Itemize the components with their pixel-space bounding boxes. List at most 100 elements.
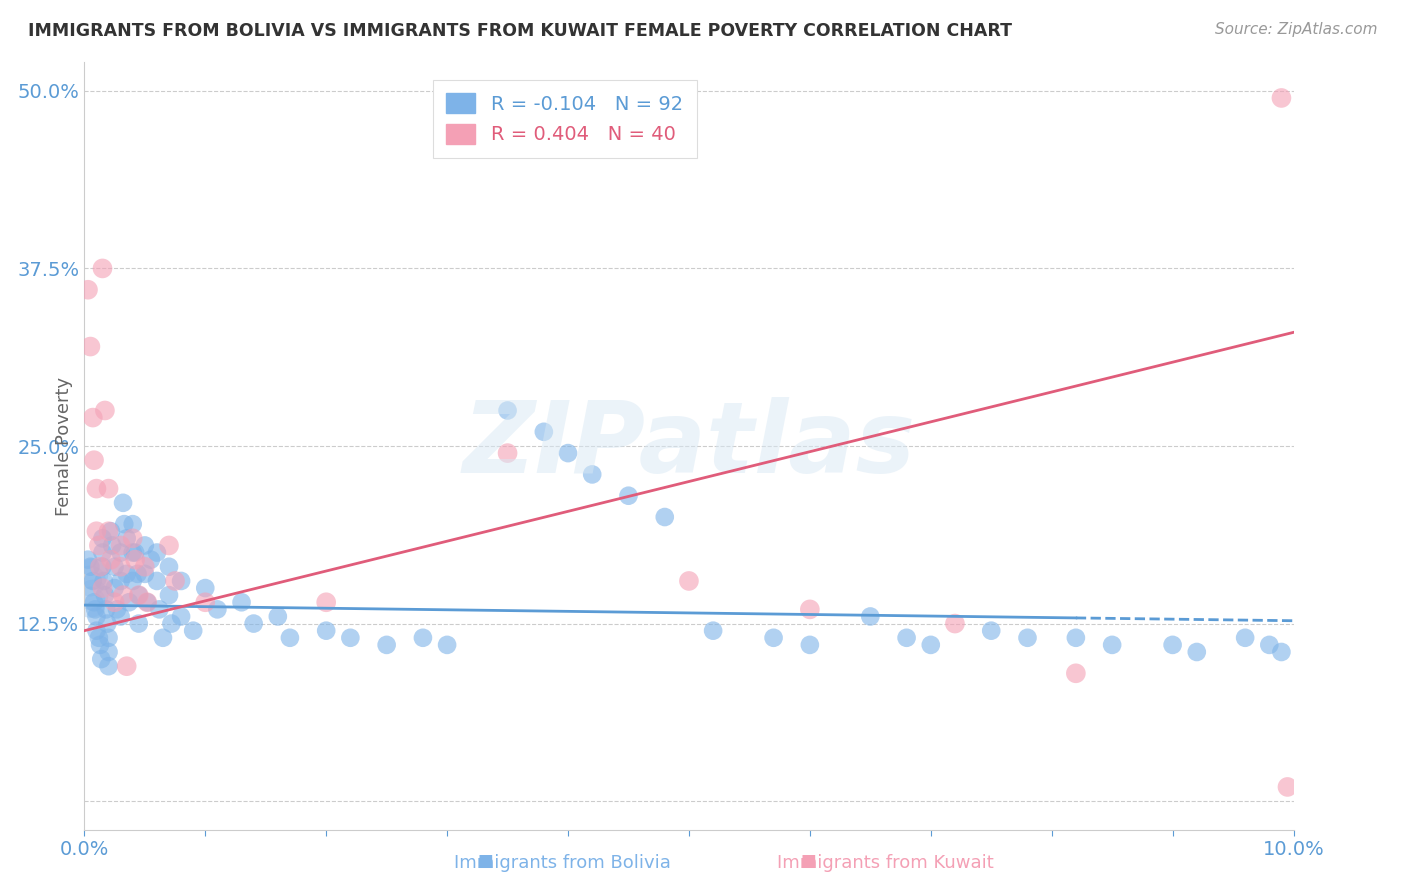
Point [91,545,114,559]
Point [1270,91,1292,105]
Text: ZIPatlas: ZIPatlas [463,398,915,494]
Point [678,574,700,588]
Point [93,574,115,588]
Point [84,602,107,616]
Point [654,510,676,524]
Point [278,631,301,645]
Point [115,532,138,546]
Point [1161,638,1184,652]
Y-axis label: Female Poverty: Female Poverty [55,376,73,516]
Point [315,595,337,609]
Point [86,609,108,624]
Point [1277,780,1299,794]
Point [896,631,918,645]
Point [496,403,519,417]
Point [128,588,150,602]
Point [375,638,398,652]
Point [1101,638,1123,652]
Point [82,566,104,581]
Point [104,595,127,609]
Point [86,482,108,496]
Point [112,517,135,532]
Point [87,631,110,645]
Point [79,559,101,574]
Point [124,545,146,559]
Point [267,609,290,624]
Point [1234,631,1257,645]
Point [86,624,108,638]
Point [100,524,122,539]
Point [412,631,434,645]
Point [436,638,458,652]
Point [83,595,105,609]
Point [157,538,180,552]
Point [157,588,180,602]
Point [97,645,120,659]
Point [139,552,162,566]
Point [339,631,361,645]
Text: ■: ■ [477,852,494,870]
Point [1064,666,1087,681]
Point [90,652,112,666]
Point [231,595,253,609]
Point [128,616,150,631]
Point [91,261,114,276]
Point [112,588,135,602]
Text: Source: ZipAtlas.com: Source: ZipAtlas.com [1215,22,1378,37]
Legend: R = -0.104   N = 92, R = 0.404   N = 40: R = -0.104 N = 92, R = 0.404 N = 40 [433,79,697,158]
Point [104,581,127,595]
Point [79,595,101,609]
Point [165,574,187,588]
Point [194,581,217,595]
Point [100,552,122,566]
Point [943,616,966,631]
Point [121,532,143,546]
Point [181,624,204,638]
Point [557,446,579,460]
Point [101,538,124,552]
Point [702,624,724,638]
Point [134,538,156,552]
Point [315,624,337,638]
Point [136,595,159,609]
Point [97,631,120,645]
Point [127,566,149,581]
Point [97,524,120,539]
Point [82,410,104,425]
Point [799,602,821,616]
Point [148,602,170,616]
Point [121,545,143,559]
Point [170,574,193,588]
Text: Immigrants from Bolivia: Immigrants from Bolivia [454,855,671,872]
Point [146,545,169,559]
Point [581,467,603,482]
Point [152,631,174,645]
Point [146,574,169,588]
Point [110,609,132,624]
Point [1270,645,1292,659]
Point [86,524,108,539]
Point [79,574,101,588]
Point [97,659,120,673]
Point [207,602,229,616]
Point [82,574,104,588]
Text: ■: ■ [800,852,817,870]
Point [121,517,143,532]
Point [194,595,217,609]
Point [134,559,156,574]
Point [77,283,100,297]
Point [115,566,138,581]
Point [617,489,640,503]
Point [94,588,117,602]
Point [82,588,104,602]
Point [859,609,882,624]
Text: Immigrants from Kuwait: Immigrants from Kuwait [778,855,994,872]
Point [1258,638,1281,652]
Point [94,602,117,616]
Point [160,616,183,631]
Point [94,403,117,417]
Point [1064,631,1087,645]
Point [799,638,821,652]
Point [77,552,100,566]
Point [762,631,785,645]
